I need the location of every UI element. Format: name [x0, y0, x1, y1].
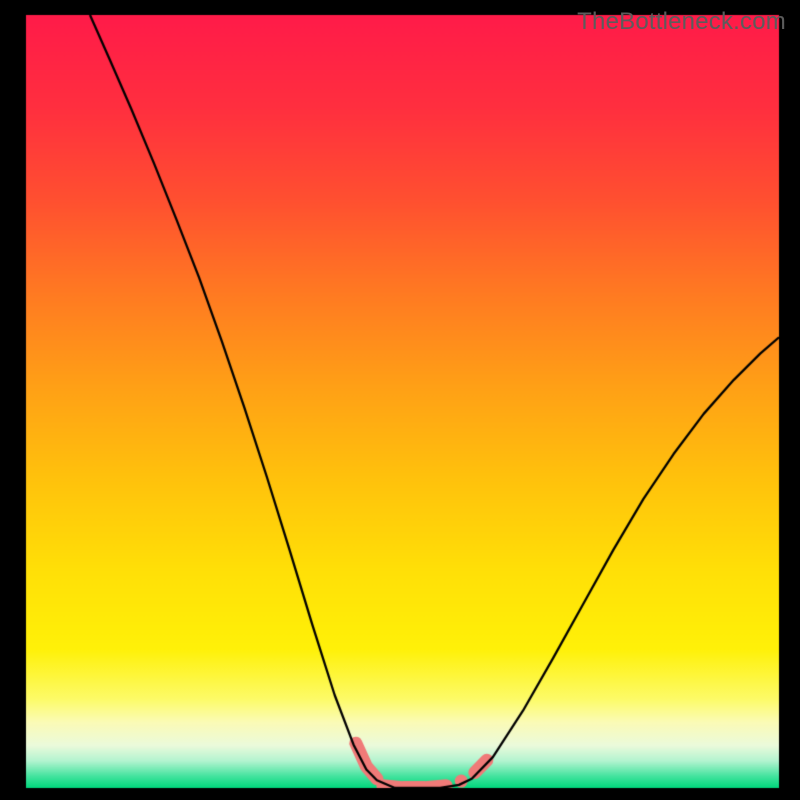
bottleneck-curve-chart [0, 0, 800, 800]
watermark-text: TheBottleneck.com [577, 8, 786, 36]
